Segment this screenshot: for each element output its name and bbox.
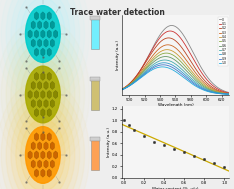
Point [122,119,126,122]
X-axis label: Wavelength (nm): Wavelength (nm) [158,103,193,107]
Legend: 0, 0.1, 0.2, 0.3, 0.4, 0.5, 0.6, 0.7, 0.8, 0.9, 1.0: 0, 0.1, 0.2, 0.3, 0.4, 0.5, 0.6, 0.7, 0.… [218,17,228,66]
Circle shape [6,34,80,155]
FancyBboxPatch shape [91,77,99,81]
Circle shape [26,66,60,123]
Circle shape [1,87,84,189]
Point [223,166,226,169]
Circle shape [21,58,65,131]
Point [132,129,136,132]
Point [172,147,176,150]
Point [202,158,206,161]
Circle shape [16,0,70,78]
Circle shape [11,0,75,86]
Point [162,144,166,147]
Y-axis label: Intensity (a.u.): Intensity (a.u.) [106,127,111,157]
Y-axis label: Intensity (a.u.): Intensity (a.u.) [116,40,120,70]
X-axis label: Water content (%, v/v): Water content (%, v/v) [152,187,199,189]
Point [152,141,156,144]
FancyBboxPatch shape [91,19,99,49]
Point [212,162,216,165]
Circle shape [16,50,70,139]
FancyBboxPatch shape [91,16,99,20]
Circle shape [11,42,75,147]
Point [192,154,196,157]
FancyBboxPatch shape [91,137,99,141]
Circle shape [1,26,84,163]
Text: Trace water detection: Trace water detection [69,8,165,17]
Circle shape [11,103,75,189]
Circle shape [1,0,84,102]
FancyBboxPatch shape [91,140,99,170]
Circle shape [26,127,60,183]
Circle shape [6,95,80,189]
Circle shape [16,111,70,189]
Circle shape [6,0,80,94]
Point [182,150,186,153]
Point [127,123,131,126]
Circle shape [21,0,65,70]
Point [142,135,146,138]
FancyBboxPatch shape [91,79,99,110]
Circle shape [21,119,65,189]
Circle shape [26,6,60,62]
